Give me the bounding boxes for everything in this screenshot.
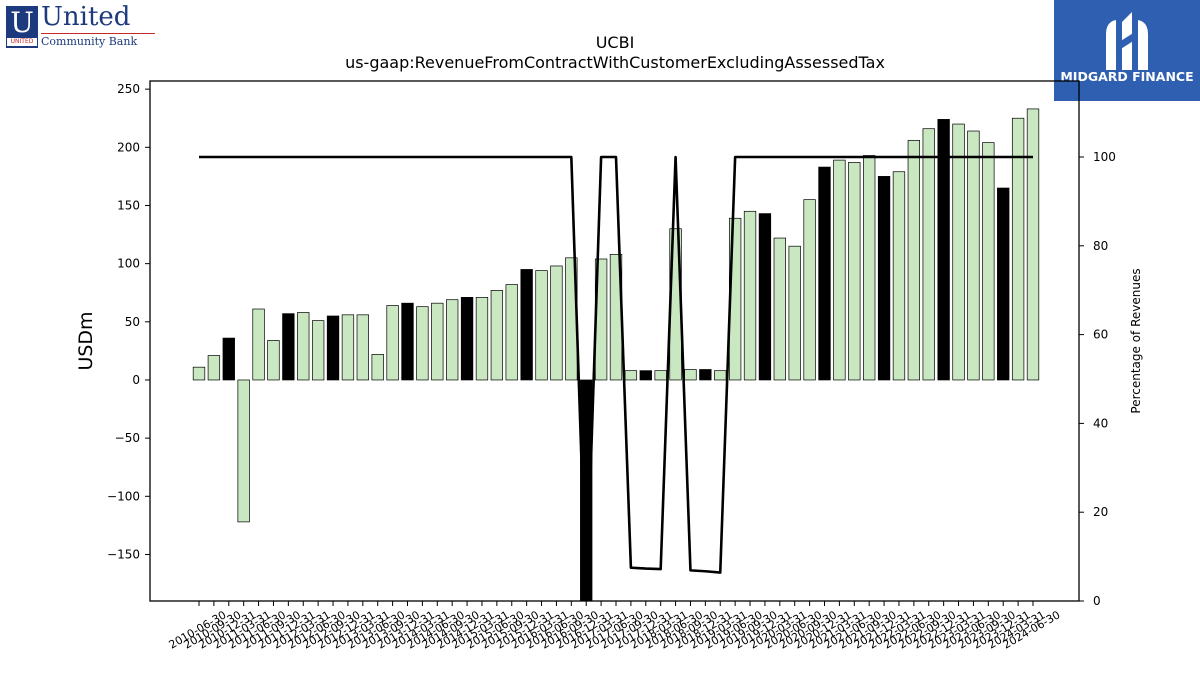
bank-name-line2: Community Bank — [41, 35, 138, 48]
bar-2017-09-30 — [624, 370, 638, 381]
bar-2012-03-31 — [297, 312, 310, 381]
chart-title: UCBI — [596, 33, 635, 52]
bar-2021-09-30 — [863, 155, 876, 381]
bar-2020-06-30 — [788, 245, 801, 381]
united-community-bank-logo: U UNITED United Community Bank — [4, 2, 164, 48]
bar-2013-03-31 — [356, 314, 369, 381]
bar-2021-03-31 — [833, 159, 846, 381]
y-axis-left: −150 −100 −50 0 50 100 150 200 250 — [107, 82, 150, 561]
bar-2018-09-30 — [684, 369, 697, 381]
y-tick-label: −150 — [107, 547, 140, 561]
percentage-line — [199, 155, 1033, 601]
bank-emblem-letter: U — [10, 6, 34, 39]
y-tick-label: 250 — [117, 82, 140, 96]
y-tick-label: 100 — [117, 257, 140, 271]
bar-2018-12-31 — [699, 369, 712, 381]
bar-2023-12-31 — [997, 187, 1010, 381]
bank-name-rule — [41, 33, 155, 34]
bar-2024-03-31 — [1011, 117, 1025, 381]
percentage-series — [199, 155, 1033, 601]
bar-2021-12-31 — [877, 176, 891, 381]
y2-tick-label: 80 — [1093, 239, 1108, 253]
y-tick-label: 200 — [117, 140, 140, 154]
bar-2014-12-31 — [460, 297, 474, 381]
y2-tick-label: 60 — [1093, 328, 1108, 342]
bar-2019-12-31 — [758, 213, 772, 381]
bar-2022-06-30 — [907, 139, 921, 381]
y2-tick-label: 40 — [1093, 416, 1108, 430]
bar-2023-03-31 — [952, 123, 965, 381]
bar-2010-06-30 — [192, 366, 206, 381]
bar-2011-12-31 — [282, 313, 295, 381]
y-tick-label: 50 — [125, 315, 140, 329]
y2-tick-label: 0 — [1093, 594, 1101, 608]
bar-2021-06-30 — [848, 162, 861, 381]
bar-2015-09-30 — [505, 284, 518, 381]
bar-2023-06-30 — [967, 130, 980, 381]
y-tick-label: 150 — [117, 198, 140, 212]
bar-2018-03-31 — [654, 370, 667, 381]
bar-2022-09-30 — [922, 128, 935, 381]
bar-2012-09-30 — [326, 315, 340, 381]
chart-subtitle: us-gaap:RevenueFromContractWithCustomerE… — [345, 53, 885, 72]
bar-2011-09-30 — [267, 340, 280, 381]
bar-2022-12-31 — [937, 119, 950, 381]
plot-frame — [149, 80, 1080, 602]
midgard-brand-text: MIDGARD FINANCE — [1060, 69, 1194, 84]
bar-2013-12-31 — [401, 302, 414, 381]
bar-2014-06-30 — [431, 302, 444, 381]
bar-2010-09-30 — [207, 355, 221, 381]
bar-2020-09-30 — [803, 199, 816, 381]
bar-2015-12-31 — [520, 269, 533, 381]
y-axis-label: USDm — [75, 311, 97, 370]
bar-2020-12-31 — [818, 166, 831, 381]
y2-tick-label: 100 — [1093, 150, 1116, 164]
bar-2015-03-31 — [475, 297, 489, 381]
bar-2023-09-30 — [982, 142, 995, 381]
bar-2014-03-31 — [416, 306, 429, 381]
x-axis: 2010-06-302010-09-302010-12-312011-03-31… — [167, 601, 1063, 652]
bar-2011-06-30 — [252, 308, 265, 381]
y-tick-label: 0 — [132, 373, 140, 387]
bar-2012-06-30 — [311, 320, 325, 381]
bar-2013-06-30 — [371, 354, 384, 381]
bar-2016-03-31 — [535, 270, 548, 381]
bar-2019-09-30 — [743, 210, 757, 381]
bar-2013-09-30 — [386, 305, 399, 381]
bar-2017-12-31 — [639, 370, 652, 381]
bar-2012-12-31 — [341, 314, 355, 381]
bar-2020-03-31 — [773, 237, 786, 381]
bank-name-line1: United — [41, 2, 131, 32]
y-tick-label: −50 — [115, 431, 140, 445]
bar-2016-06-30 — [550, 265, 563, 381]
revenue-bars — [192, 108, 1040, 602]
bar-2024-06-30 — [1026, 108, 1040, 381]
bank-emblem: U UNITED — [6, 6, 38, 48]
bar-2022-03-31 — [892, 171, 906, 381]
bar-2011-03-31 — [237, 379, 250, 523]
y-tick-label: −100 — [107, 489, 140, 503]
bar-2014-09-30 — [446, 299, 459, 381]
y-axis-right: 0 20 40 60 80 100 — [1079, 150, 1116, 608]
bank-emblem-caption: UNITED — [7, 38, 37, 46]
y2-tick-label: 20 — [1093, 505, 1108, 519]
y2-axis-label: Percentage of Revenues — [1129, 268, 1143, 413]
midgard-finance-logo: MIDGARD FINANCE — [1054, 0, 1200, 101]
bar-2010-12-31 — [222, 337, 235, 381]
bar-2019-03-31 — [714, 370, 727, 381]
midgard-mark-icon — [1106, 12, 1148, 70]
bar-2015-06-30 — [490, 290, 504, 381]
